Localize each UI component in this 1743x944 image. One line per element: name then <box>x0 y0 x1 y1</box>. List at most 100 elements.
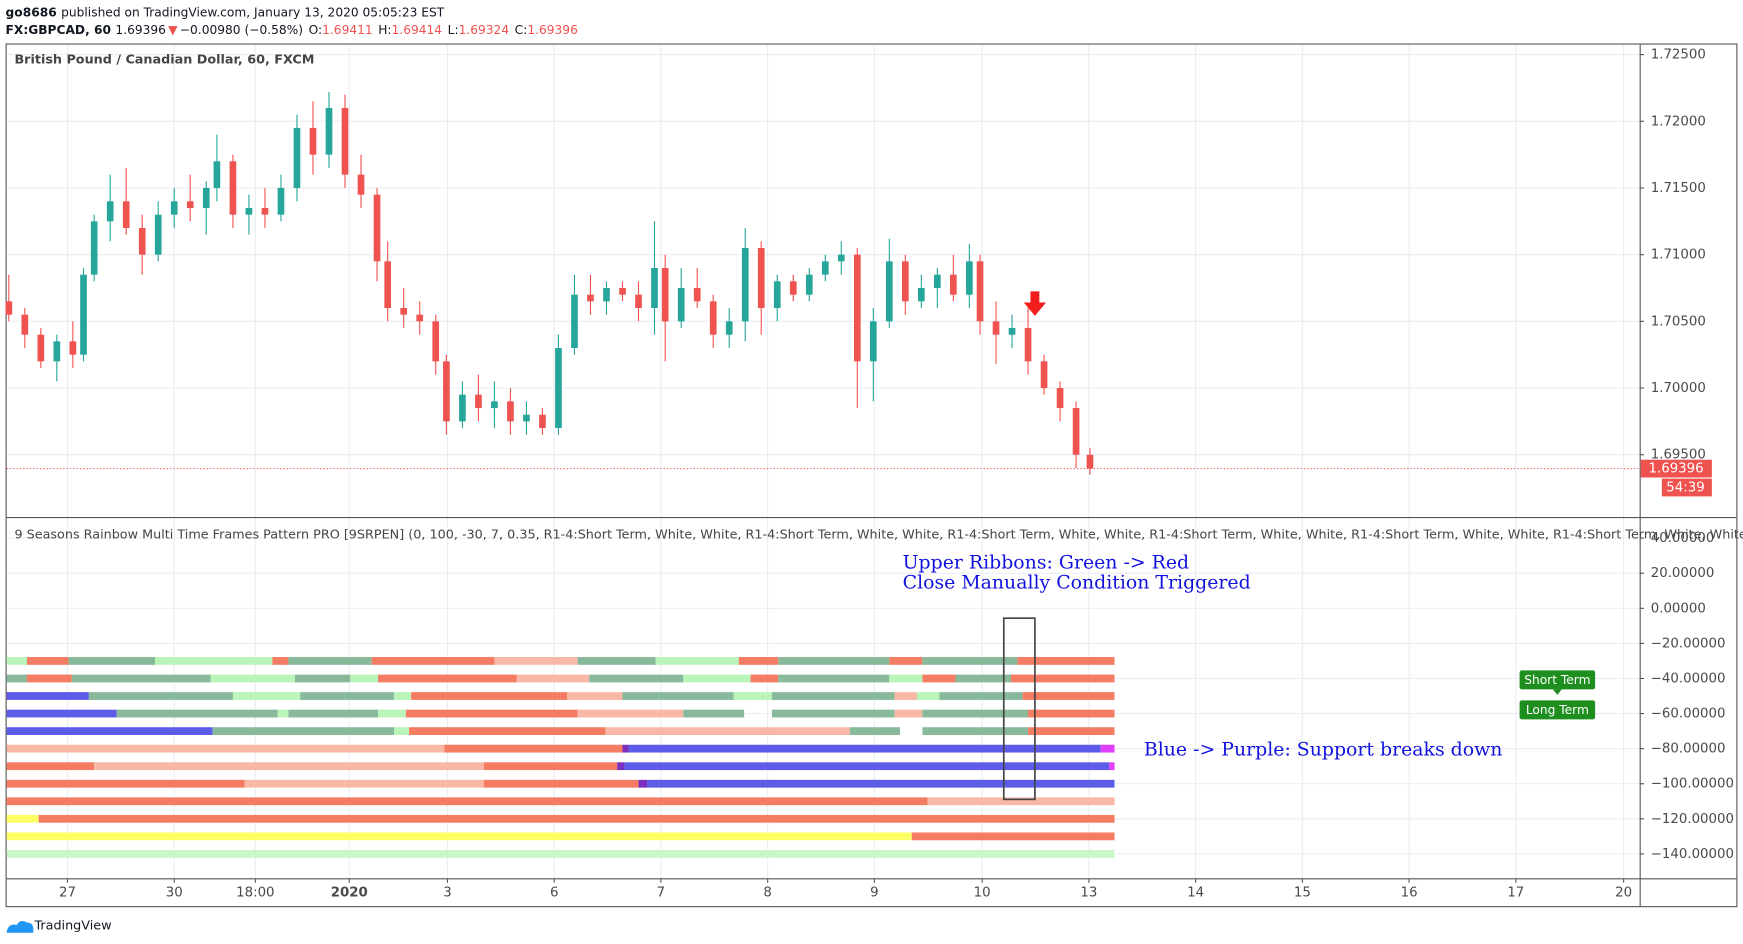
candle-body <box>677 288 685 322</box>
countdown: 54:39 <box>1666 481 1704 496</box>
x-tick-label: 30 <box>166 886 183 901</box>
ribbon-segment <box>589 674 684 683</box>
ribbon-segment <box>371 657 495 665</box>
ribbon-segment <box>771 709 895 718</box>
ribbon-segment <box>622 692 734 700</box>
ohlc-value: 1.69324 <box>459 23 510 37</box>
ribbon-segment <box>68 657 156 665</box>
label-pointer <box>1552 689 1562 695</box>
ribbon-segment <box>733 692 772 700</box>
author: go8686 <box>6 5 57 19</box>
candle-body <box>475 394 482 409</box>
ribbon-segment <box>6 709 117 718</box>
candle-body <box>661 267 669 322</box>
ribbon-segment <box>1010 674 1115 683</box>
ribbon-segment <box>6 797 928 806</box>
label-box <box>1519 700 1596 720</box>
candle-body <box>341 107 349 175</box>
ribbon-segment <box>577 657 656 665</box>
candle-body <box>37 334 45 362</box>
y-tick-label: 0.00000 <box>1651 601 1706 616</box>
ribbon-segment <box>927 797 1115 806</box>
candle-body <box>992 321 1000 335</box>
candle-body <box>507 401 514 422</box>
candle-body <box>1072 408 1080 455</box>
candle-body <box>443 361 450 422</box>
ribbon-segment <box>6 744 445 753</box>
ribbon-segment <box>889 674 923 683</box>
ohlc-value: 1.69411 <box>322 23 373 37</box>
candle-body <box>373 194 381 262</box>
ohlc-label: C: <box>515 23 528 37</box>
candle-body <box>122 201 130 228</box>
candle-body <box>805 274 813 295</box>
ribbon-segment <box>922 709 1029 718</box>
ribbon-segment <box>911 832 1115 841</box>
annotation: Upper Ribbons: Green -> Red <box>903 552 1189 574</box>
sell-arrow <box>1023 291 1047 316</box>
candle-body <box>587 294 594 302</box>
candle-body <box>934 274 941 289</box>
candle-body <box>773 281 781 309</box>
x-tick-label: 15 <box>1294 886 1311 901</box>
ribbon-segment <box>628 744 1101 753</box>
ribbon-segment <box>778 657 890 665</box>
ribbon-segment <box>244 779 484 788</box>
candle-body <box>357 174 365 195</box>
ribbon-segment <box>6 814 39 823</box>
candle-body <box>901 261 909 302</box>
header-line-2: FX:GBPCAD, 60 1.69396 ▼ −0.00980 (−0.58%) O:… <box>6 23 578 37</box>
last-price: 1.69396 <box>115 23 166 37</box>
ribbon-segment <box>483 779 639 788</box>
ribbon-segment <box>638 779 648 788</box>
y-tick-label: −80.00000 <box>1651 742 1726 757</box>
x-tick-label: 16 <box>1401 886 1418 901</box>
ribbon-segment <box>294 674 351 683</box>
published: published on TradingView.com, January 13… <box>61 5 445 19</box>
ribbon-segment <box>394 727 410 735</box>
change-arrow: ▼ <box>168 23 178 37</box>
candle-body <box>5 301 13 315</box>
ribbon-segment <box>6 657 27 665</box>
candle-body <box>432 321 440 362</box>
indicator-title: 9 Seasons Rainbow Multi Time Frames Patt… <box>14 527 1743 542</box>
ribbon-segment <box>1100 744 1115 753</box>
candle-body <box>853 254 861 362</box>
annotation: Close Manually Condition Triggered <box>903 572 1251 594</box>
ribbon-segment <box>738 657 779 665</box>
ribbon-segment <box>38 814 1115 823</box>
y-tick-label: −40.00000 <box>1651 671 1726 686</box>
header-line-1: go8686 published on TradingView.com, Janu… <box>6 5 445 19</box>
candle-body <box>635 294 642 309</box>
candle-body <box>170 201 178 215</box>
y-tick-label: 40.00000 <box>1651 531 1715 546</box>
ribbon-segment <box>378 709 406 718</box>
ribbon-segment <box>288 709 379 718</box>
ribbon-segment <box>683 709 745 718</box>
x-tick-label: 8 <box>763 886 771 901</box>
ribbon-segment <box>210 674 295 683</box>
ribbon-segment <box>411 692 567 700</box>
x-tick-label: 17 <box>1507 886 1524 901</box>
candle-body <box>491 401 498 409</box>
x-tick-label: 2020 <box>331 886 368 901</box>
annotation: Blue -> Purple: Support breaks down <box>1144 738 1503 760</box>
candle-body <box>53 341 61 362</box>
y-tick-label: 20.00000 <box>1651 566 1715 581</box>
x-tick-label: 9 <box>870 886 878 901</box>
ribbon-segment <box>6 692 89 700</box>
ribbon-segment <box>350 674 379 683</box>
last-price-label: 1.69396 <box>1649 462 1704 477</box>
symbol: FX:GBPCAD, 60 <box>6 23 111 37</box>
x-tick-label: 18:00 <box>236 886 274 901</box>
ribbon-segment <box>605 727 850 735</box>
ribbon-segment <box>71 674 211 683</box>
ohlc-label: O: <box>309 23 323 37</box>
candle-body <box>966 261 973 295</box>
ribbon-segment <box>6 727 213 735</box>
ribbon-segment <box>405 709 578 718</box>
x-tick-label: 6 <box>550 886 558 901</box>
candle-body <box>138 227 146 255</box>
candle-body <box>277 187 285 215</box>
